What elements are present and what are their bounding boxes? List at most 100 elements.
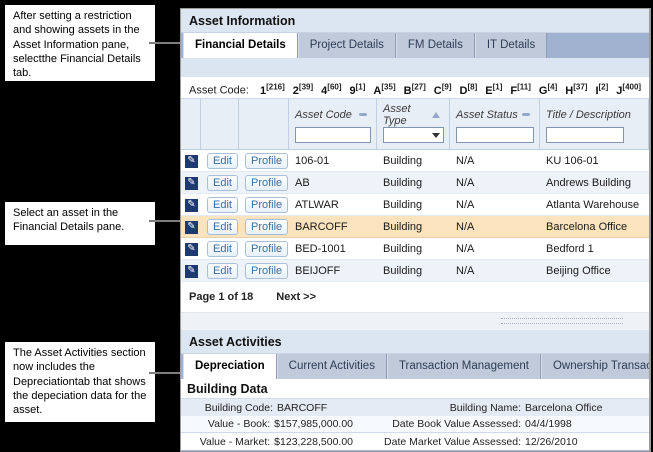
asset-code-letter-link[interactable]: E[1]: [485, 82, 502, 97]
field-value: Barcelona Office: [525, 401, 603, 414]
field-value: $157,985,000.00: [274, 418, 353, 430]
letter-count: [216]: [266, 82, 285, 91]
table-row[interactable]: ✎ Edit Profile ATLWAR Building N/A Atlanta War…: [181, 194, 649, 216]
sort-ascending-icon[interactable]: [432, 111, 440, 118]
asset-code-letter-link[interactable]: G[4]: [538, 82, 557, 97]
letter-label: 2: [292, 84, 299, 97]
filter-input-title-description[interactable]: [546, 127, 624, 143]
edit-button[interactable]: Edit: [207, 152, 238, 169]
pencil-icon[interactable]: ✎: [185, 220, 198, 234]
pencil-icon[interactable]: ✎: [185, 154, 198, 168]
next-page-link[interactable]: Next >>: [276, 291, 317, 303]
field-value: 04/4/1998: [525, 418, 572, 430]
cell-title: Barcelona Office: [546, 220, 628, 233]
column-header-3: Title / Description: [540, 99, 649, 149]
edit-button[interactable]: Edit: [207, 218, 238, 235]
row-icon-cell: ✎: [181, 154, 201, 168]
splitter-handle[interactable]: [501, 318, 623, 324]
tab-activities-3[interactable]: Ownership Transactions: [540, 354, 649, 379]
tab-activities-1[interactable]: Current Activities: [276, 354, 387, 379]
profile-cell: Profile: [239, 196, 289, 213]
column-header-1: Asset Type: [377, 99, 450, 149]
asset-type-select[interactable]: [383, 127, 444, 143]
profile-button[interactable]: Profile: [245, 196, 289, 213]
table-row[interactable]: ✎ Edit Profile AB Building N/A Andrews Buildin…: [181, 172, 649, 194]
column-label-row: Asset Code: [295, 108, 371, 121]
tab-info-0[interactable]: Financial Details: [183, 33, 298, 58]
letter-label: 1: [259, 84, 267, 97]
letter-count: [35]: [381, 82, 396, 91]
asset-code-letter-link[interactable]: D[8]: [460, 82, 478, 97]
pencil-icon[interactable]: ✎: [185, 242, 198, 256]
field-pair: Date Market Value Assessed: 12/26/2010: [353, 436, 578, 448]
cell-asset-code: BARCOFF: [295, 220, 348, 233]
callout-connector-line: [149, 372, 188, 374]
letter-label: C: [433, 84, 442, 97]
profile-button[interactable]: Profile: [245, 262, 289, 279]
tab-info-2[interactable]: FM Details: [395, 33, 475, 58]
asset-code-letter-link[interactable]: 9[1]: [350, 82, 366, 97]
asset-code-letter-link[interactable]: K[2]: [649, 85, 651, 97]
edit-button[interactable]: Edit: [207, 240, 238, 257]
tab-info-3[interactable]: IT Details: [474, 33, 548, 58]
asset-code-letter-link[interactable]: C[9]: [433, 82, 452, 97]
profile-button[interactable]: Profile: [245, 218, 289, 235]
edit-button[interactable]: Edit: [207, 196, 238, 213]
asset-code-letter-link[interactable]: 1[216]: [259, 82, 285, 97]
asset-code-letter-link[interactable]: F[11]: [510, 82, 531, 97]
cell-asset-type: Building: [383, 176, 423, 189]
tab-activities-0[interactable]: Depreciation: [183, 354, 277, 379]
letter-label: J: [616, 84, 623, 97]
field-value: BARCOFF: [277, 401, 328, 414]
field-label: Date Book Value Assessed:: [392, 418, 521, 430]
letter-count: [9]: [441, 82, 452, 91]
asset-activities-tabstrip: Depreciation Current Activities Transactio…: [181, 354, 649, 379]
profile-button[interactable]: Profile: [245, 240, 289, 257]
table-row[interactable]: ✎ Edit Profile 106-01 Building N/A KU 106-01: [181, 150, 649, 172]
building-data-row: Value - Market: $123,228,500.00 Date Marke…: [181, 433, 649, 450]
pencil-icon[interactable]: ✎: [185, 264, 198, 278]
pane-spacer: [181, 58, 649, 77]
sort-dash-icon[interactable]: [359, 113, 367, 116]
asset-code-letter-link[interactable]: J[400]: [616, 82, 641, 97]
profile-cell: Profile: [239, 152, 289, 169]
table-row[interactable]: ✎ Edit Profile BED-1001 Building N/A Bedford 1: [181, 238, 649, 260]
asset-code-filter-label: Asset Code:: [189, 84, 249, 97]
asset-code-letter-link[interactable]: A[35]: [373, 82, 396, 97]
asset-code-letter-link[interactable]: H[37]: [565, 82, 587, 97]
letter-label: F: [510, 84, 518, 97]
cell-asset-status: N/A: [456, 154, 475, 167]
building-data-row: Building Code: BARCOFF Building Name: Barce…: [181, 399, 649, 416]
asset-code-letter-link[interactable]: 4[60]: [321, 82, 341, 97]
column-label: Asset Type: [383, 102, 411, 127]
profile-button[interactable]: Profile: [245, 174, 289, 191]
field-label: Date Market Value Assessed:: [384, 435, 521, 448]
table-row[interactable]: ✎ Edit Profile BARCOFF Building N/A Barcelona …: [181, 216, 649, 238]
letter-label: G: [538, 84, 548, 97]
filter-input-asset-code[interactable]: [295, 127, 371, 143]
pencil-icon[interactable]: ✎: [185, 198, 198, 212]
asset-information-title: Asset Information: [181, 9, 649, 33]
letter-count: [2]: [598, 82, 609, 91]
column-header-2: Asset Status: [450, 99, 540, 149]
edit-button[interactable]: Edit: [207, 262, 238, 279]
cell-asset-code: AB: [295, 176, 310, 189]
callout-select-asset: Select an asset in the Financial Details…: [5, 202, 155, 245]
column-label-row: Asset Status: [456, 108, 534, 121]
tab-activities-2[interactable]: Transaction Management: [386, 354, 541, 379]
edit-button[interactable]: Edit: [207, 174, 238, 191]
letter-count: [1]: [355, 82, 366, 91]
filter-input-asset-status[interactable]: [456, 127, 534, 143]
cell-asset-code: ATLWAR: [295, 198, 339, 211]
table-row[interactable]: ✎ Edit Profile BEIJOFF Building N/A Beijing Of…: [181, 260, 649, 282]
sort-dash-icon[interactable]: [522, 113, 530, 116]
cell-asset-type: Building: [383, 154, 423, 167]
pencil-icon[interactable]: ✎: [185, 176, 198, 190]
tab-info-1[interactable]: Project Details: [297, 33, 396, 58]
profile-button[interactable]: Profile: [245, 152, 289, 169]
building-data-title: Building Data: [181, 379, 649, 399]
edit-cell: Edit: [201, 262, 239, 279]
asset-code-letter-link[interactable]: 2[39]: [292, 82, 313, 97]
asset-code-letter-link[interactable]: B[27]: [404, 82, 426, 97]
asset-code-letter-link[interactable]: I[2]: [595, 82, 609, 97]
